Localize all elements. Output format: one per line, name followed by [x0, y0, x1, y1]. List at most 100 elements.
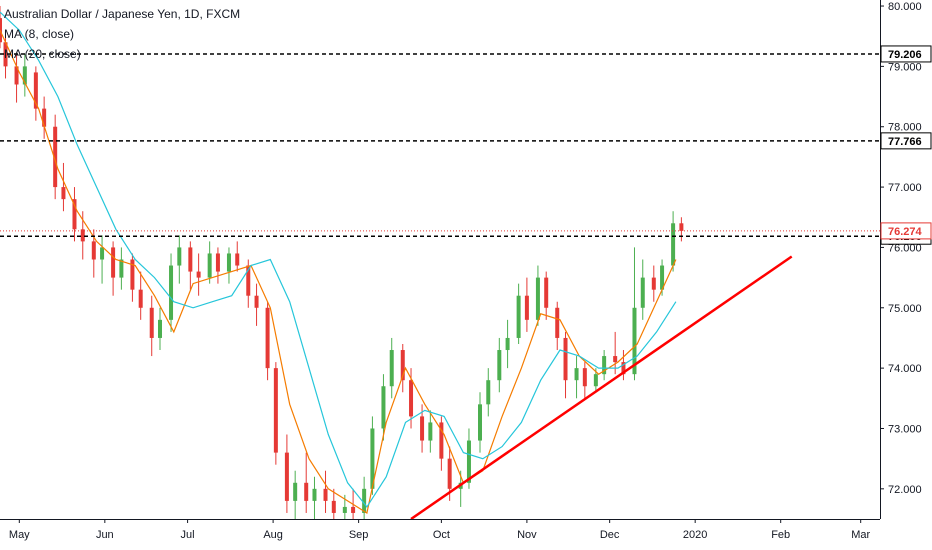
candle-body	[138, 289, 143, 308]
candle-body	[582, 368, 587, 387]
candle-body	[389, 350, 394, 387]
candle-body	[439, 422, 444, 459]
candle-body	[478, 404, 482, 441]
time-tick-label: Jul	[181, 529, 195, 541]
candle-body	[3, 42, 8, 67]
ma-slow-label: MA (20, close)	[4, 47, 81, 61]
candle-body	[535, 277, 540, 320]
candle-body	[486, 380, 491, 405]
ma-fast-label: MA (8, close)	[4, 27, 75, 41]
candle-body	[370, 428, 375, 489]
candle-body	[671, 223, 676, 266]
time-tick-label: Aug	[263, 529, 283, 541]
time-tick-label: Mar	[851, 529, 870, 541]
candle-body	[196, 271, 201, 278]
candle-body	[111, 247, 116, 278]
candle-body	[14, 66, 19, 85]
level-price-badge-box	[880, 45, 932, 63]
candle-body	[516, 295, 521, 338]
level-price-badge: 79.206	[888, 49, 922, 61]
symbol-title: Australian Dollar / Japanese Yen, 1D, FX…	[4, 7, 241, 21]
time-tick-label: Jun	[96, 529, 114, 541]
time-tick-label: Sep	[349, 529, 369, 541]
time-tick-label: Oct	[433, 529, 450, 541]
candle-body	[226, 253, 231, 272]
candle-body	[342, 506, 347, 513]
candle-body	[613, 356, 618, 363]
candle-body	[284, 452, 289, 501]
price-tick-label: 76.000	[888, 242, 922, 254]
candle-body	[447, 458, 452, 489]
level-price-badge: 77.766	[888, 136, 922, 148]
candle-body	[524, 295, 529, 320]
candle-body	[149, 307, 154, 338]
candle-body	[100, 247, 105, 260]
ma-slow-line	[0, 11, 677, 508]
candle-body	[169, 265, 174, 320]
candle-body	[80, 229, 85, 242]
candle-body	[0, 18, 2, 43]
time-tick-label: May	[9, 529, 30, 541]
candle-body	[215, 253, 220, 272]
candle-body	[593, 374, 598, 387]
candle-body	[574, 368, 579, 381]
price-tick-label: 72.000	[888, 484, 922, 496]
candle-body	[466, 440, 471, 483]
level-price-badge-box	[880, 132, 932, 150]
candle-body	[428, 422, 433, 441]
candle-body	[273, 368, 278, 453]
candle-body	[409, 380, 414, 417]
candle-body	[53, 126, 58, 188]
candle-body	[660, 265, 665, 290]
candle-body	[312, 488, 317, 501]
time-tick-label: Dec	[600, 529, 620, 541]
price-tick-label: 73.000	[888, 423, 922, 435]
candle-body	[602, 356, 607, 375]
candle-body	[188, 247, 193, 272]
candle-body	[331, 500, 336, 513]
candle-body	[651, 277, 656, 290]
chart-legend: Australian Dollar / Japanese Yen, 1D, FX…	[4, 4, 240, 64]
support-trendline	[410, 255, 793, 519]
candle-body	[254, 295, 259, 308]
candle-body	[640, 277, 645, 308]
candle-body	[246, 265, 251, 296]
time-tick-label: Nov	[517, 529, 537, 541]
candle-body	[323, 488, 328, 501]
candle-body	[632, 307, 637, 375]
price-tick-label: 75.000	[888, 303, 922, 315]
candle-body	[22, 66, 27, 85]
candle-body	[207, 253, 212, 278]
candle-body	[177, 247, 182, 266]
time-tick-label: 2020	[683, 529, 707, 541]
candle-body	[235, 253, 240, 266]
price-tick-label: 80.000	[888, 1, 922, 13]
ma-fast-line	[0, 29, 677, 514]
last-price-badge: 76.274	[888, 226, 923, 238]
candle-body	[400, 350, 405, 381]
candle-body	[420, 416, 425, 441]
candle-body	[72, 199, 77, 230]
candle-body	[293, 482, 298, 501]
last-price-badge-box	[880, 222, 932, 240]
time-tick-label: Feb	[771, 529, 790, 541]
candle-body	[265, 307, 270, 369]
price-tick-label: 74.000	[888, 363, 922, 375]
candle-body	[544, 277, 549, 308]
candle-body	[304, 482, 309, 501]
candle-body	[130, 259, 135, 290]
candle-body	[33, 72, 38, 109]
candle-body	[362, 488, 367, 513]
candle-body	[555, 307, 560, 338]
candle-body	[42, 108, 47, 127]
candle-body	[679, 223, 684, 231]
candle-body	[563, 337, 568, 381]
candle-body	[497, 350, 502, 381]
candle-body	[351, 506, 356, 513]
candle-body	[61, 187, 66, 200]
candle-body	[91, 241, 96, 260]
candle-body	[621, 362, 626, 375]
price-tick-label: 77.000	[888, 182, 922, 194]
